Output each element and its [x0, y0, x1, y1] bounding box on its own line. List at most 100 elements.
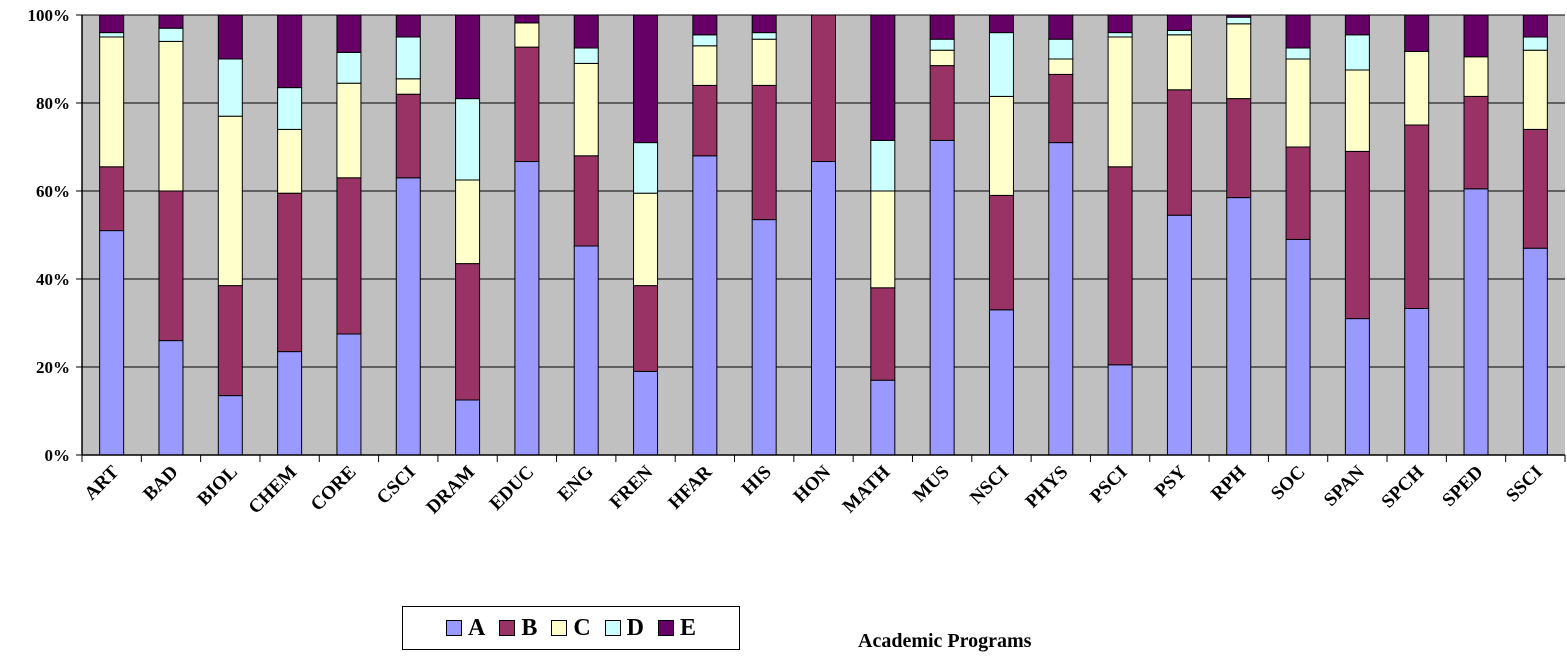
bar-segment-e [1522, 14, 1548, 38]
x-tick-label: CSCI [373, 462, 420, 509]
y-tick-label: 80% [36, 94, 70, 113]
bar-segment-d [573, 47, 599, 64]
bar-segment-b [1048, 73, 1074, 144]
bar-segment-d [1107, 32, 1133, 38]
bar-segment-e [1404, 14, 1430, 53]
bars [99, 14, 1548, 456]
bar-segment-b [692, 84, 718, 157]
bar-segment-c [1522, 49, 1548, 130]
x-tick-label: ENG [554, 462, 598, 506]
x-tick-label: MATH [839, 462, 895, 518]
bar-segment-c [1107, 36, 1133, 168]
bar-segment-a [455, 399, 481, 456]
x-tick-labels: ART BAD BIOL CHEM CORE CSCI DRAM EDUC ENG FREN HFA… [80, 461, 1546, 518]
bar-segment-c [1285, 58, 1311, 148]
y-tick-label: 20% [36, 358, 70, 377]
x-tick-label: DRAM [422, 462, 479, 519]
y-tick-label: 100% [28, 6, 71, 25]
legend-swatch [551, 620, 568, 636]
bar-segment-a [811, 161, 836, 456]
bar-segment-a [1107, 364, 1133, 456]
bar-segment-c [692, 45, 718, 86]
x-tick-label: SOC [1267, 462, 1309, 504]
bar-segment-b [455, 263, 481, 401]
bar-segment-c [1226, 23, 1252, 100]
bar-segment-a [692, 155, 718, 456]
bar-segment-c [336, 82, 362, 179]
x-tick-label: SPED [1438, 462, 1487, 511]
legend: A B C D E [402, 606, 740, 650]
bar-segment-a [1344, 318, 1370, 456]
bar-segment-a [1522, 247, 1548, 456]
bar-segment-e [336, 14, 362, 53]
bar-segment-b [1344, 150, 1370, 320]
x-tick-label: NSCI [966, 462, 1013, 509]
bar-segment-c [573, 62, 599, 157]
bar-segment-e [99, 14, 125, 34]
bar-segment-b [277, 192, 303, 353]
bar-segment-c [395, 78, 421, 95]
bar-segment-b [870, 287, 896, 381]
bar-segment-b [1285, 146, 1311, 240]
x-tick-label: BAD [139, 462, 182, 505]
bar-segment-c [751, 38, 777, 86]
bar-segment-b [988, 194, 1014, 311]
bar-segment-b [1107, 166, 1133, 366]
bar-segment-d [1048, 38, 1074, 60]
bar-segment-d [692, 34, 718, 47]
bar-segment-d [1344, 34, 1370, 71]
bar-segment-c [633, 192, 659, 287]
legend-swatch [499, 620, 516, 636]
bar-segment-c [455, 179, 481, 265]
bar-segment-d [455, 98, 481, 181]
legend-label: D [626, 614, 645, 641]
legend-swatch [445, 620, 462, 636]
bar-segment-b [99, 166, 125, 232]
bar-segment-d [929, 38, 955, 51]
bar-segment-a [870, 379, 896, 456]
bar-segment-e [1285, 14, 1311, 49]
bar-segment-d [158, 27, 184, 42]
bar-segment-b [1463, 95, 1489, 190]
legend-label: C [573, 614, 591, 641]
axes [76, 14, 1566, 462]
legend-label: A [467, 614, 486, 641]
x-axis-title: Academic Programs [858, 630, 1032, 652]
legend-label: E [680, 614, 697, 641]
bar-segment-b [633, 285, 659, 372]
bar-segment-a [1166, 214, 1192, 456]
x-tick-label: RPH [1207, 462, 1250, 505]
bar-segment-a [1404, 307, 1430, 456]
legend-item: D [604, 614, 645, 642]
bar-segment-c [1404, 51, 1430, 126]
bar-segment-a [217, 395, 243, 456]
x-tick-label: PHYS [1022, 462, 1073, 513]
x-tick-label: SPCH [1378, 462, 1429, 513]
bar-segment-b [336, 177, 362, 335]
x-tick-label: PSCI [1086, 462, 1131, 507]
y-tick-labels: 0% 20% 40% 60% 80% 100% [28, 6, 71, 465]
bar-segment-d [1166, 29, 1192, 36]
bar-segment-a [395, 177, 421, 456]
bar-segment-b [1166, 89, 1192, 216]
bar-segment-a [1048, 142, 1074, 456]
bar-segment-e [988, 14, 1014, 34]
x-tick-label: ART [80, 461, 123, 504]
bar-segment-c [929, 49, 955, 67]
bar-segment-d [988, 32, 1014, 97]
bar-segment-a [988, 309, 1014, 456]
bar-segment-e [1107, 14, 1133, 34]
bar-segment-b [929, 65, 955, 141]
x-tick-label: HFAR [664, 461, 716, 513]
bar-segment-b [1404, 124, 1430, 309]
x-tick-label: CORE [307, 462, 361, 516]
bar-segment-b [395, 93, 421, 179]
bar-segment-d [336, 51, 362, 84]
bar-segment-c [1344, 69, 1370, 152]
bar-segment-a [277, 351, 303, 456]
bar-segment-e [1166, 14, 1192, 31]
bar-segment-c [1463, 56, 1489, 97]
bar-segment-c [514, 22, 540, 48]
y-tick-label: 0% [45, 446, 71, 465]
